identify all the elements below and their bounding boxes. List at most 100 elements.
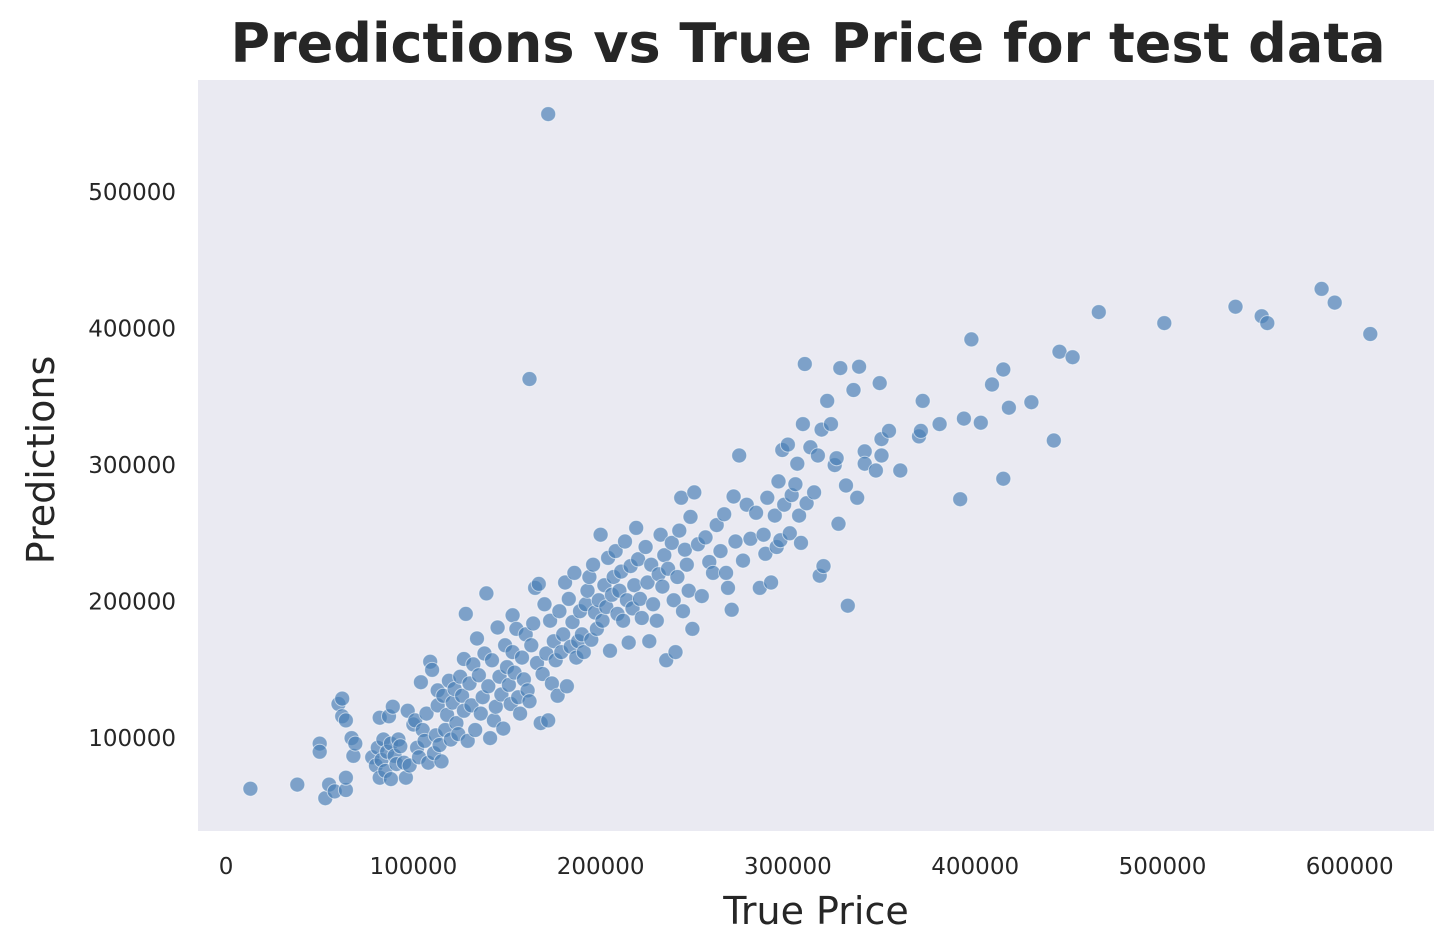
y-tick-label: 200000 [88, 590, 176, 616]
data-point [828, 450, 845, 467]
data-point [914, 392, 931, 409]
data-point [1362, 326, 1379, 342]
data-point [1090, 304, 1107, 321]
data-point [682, 508, 699, 525]
data-point [963, 331, 980, 348]
data-point [575, 644, 592, 661]
data-point [392, 738, 409, 755]
data-point [832, 360, 849, 377]
data-point [663, 534, 680, 551]
data-point [523, 637, 540, 654]
data-point [652, 526, 669, 543]
data-point [607, 543, 624, 560]
data-point [480, 678, 497, 695]
data-point [424, 661, 441, 678]
data-point [712, 543, 729, 560]
data-point [382, 771, 399, 788]
data-point [735, 552, 751, 569]
data-point [620, 634, 637, 651]
data-point [521, 371, 538, 387]
data-point [347, 735, 364, 752]
data-point [1326, 294, 1343, 311]
y-axis-ticks: 100000 200000 300000 400000 500000 [88, 180, 176, 752]
data-point [459, 732, 476, 749]
x-axis-label: True Price [722, 889, 909, 933]
data-point [718, 564, 735, 581]
data-point [489, 619, 506, 636]
data-point [384, 698, 401, 715]
data-point [716, 506, 733, 523]
data-point [1313, 280, 1330, 297]
data-point [806, 484, 823, 501]
x-tick-label: 100000 [369, 854, 457, 880]
x-tick-label: 0 [219, 854, 234, 880]
data-point [791, 507, 808, 524]
data-point [1023, 394, 1040, 411]
data-point [641, 633, 658, 650]
data-point [851, 358, 868, 375]
data-point [678, 556, 695, 573]
data-point [759, 489, 776, 506]
data-point [470, 667, 487, 684]
data-point [815, 558, 832, 575]
data-point [693, 588, 710, 605]
data-points [242, 106, 1379, 807]
data-point [723, 601, 740, 618]
data-point [469, 630, 485, 647]
x-axis-ticks: 0 100000 200000 300000 400000 500000 600000 [219, 854, 1394, 880]
data-point [892, 462, 909, 479]
data-point [1064, 349, 1081, 366]
y-tick-label: 400000 [88, 317, 176, 343]
x-tick-label: 200000 [557, 854, 645, 880]
data-point [830, 515, 847, 532]
data-point [770, 473, 787, 490]
data-point [779, 436, 796, 453]
data-point [798, 495, 815, 512]
data-point [334, 690, 351, 707]
data-point [558, 678, 575, 695]
data-point [952, 491, 969, 508]
data-point [337, 712, 354, 729]
data-point [686, 484, 703, 501]
data-point [881, 422, 897, 439]
data-point [845, 382, 862, 398]
data-point [1227, 298, 1244, 315]
data-point [781, 525, 798, 542]
data-point [540, 106, 557, 123]
data-point [654, 578, 671, 595]
data-point [433, 753, 450, 770]
data-point [615, 612, 632, 629]
data-point [472, 705, 489, 722]
data-point [838, 477, 854, 494]
data-point [675, 603, 691, 620]
data-point [984, 376, 1000, 393]
data-point [564, 614, 581, 631]
data-point [540, 712, 557, 729]
data-point [1259, 315, 1276, 332]
data-point [594, 612, 611, 629]
data-point [766, 507, 783, 524]
data-point [512, 705, 529, 722]
data-point [708, 517, 725, 534]
data-point [551, 603, 568, 620]
data-point [560, 590, 577, 607]
y-tick-label: 100000 [88, 726, 176, 752]
y-tick-label: 500000 [88, 180, 176, 206]
data-point [633, 610, 650, 626]
data-point [504, 607, 521, 624]
data-point [1000, 399, 1017, 416]
data-point [555, 626, 572, 643]
data-point [955, 410, 972, 427]
data-point [931, 416, 948, 433]
data-point [720, 579, 736, 596]
data-point [871, 375, 888, 392]
data-point [525, 615, 542, 632]
data-point [665, 592, 682, 609]
data-point [763, 574, 780, 591]
data-point [731, 447, 748, 464]
data-point [467, 722, 484, 738]
data-point [648, 612, 665, 629]
data-point [819, 392, 836, 409]
data-point [725, 488, 742, 505]
